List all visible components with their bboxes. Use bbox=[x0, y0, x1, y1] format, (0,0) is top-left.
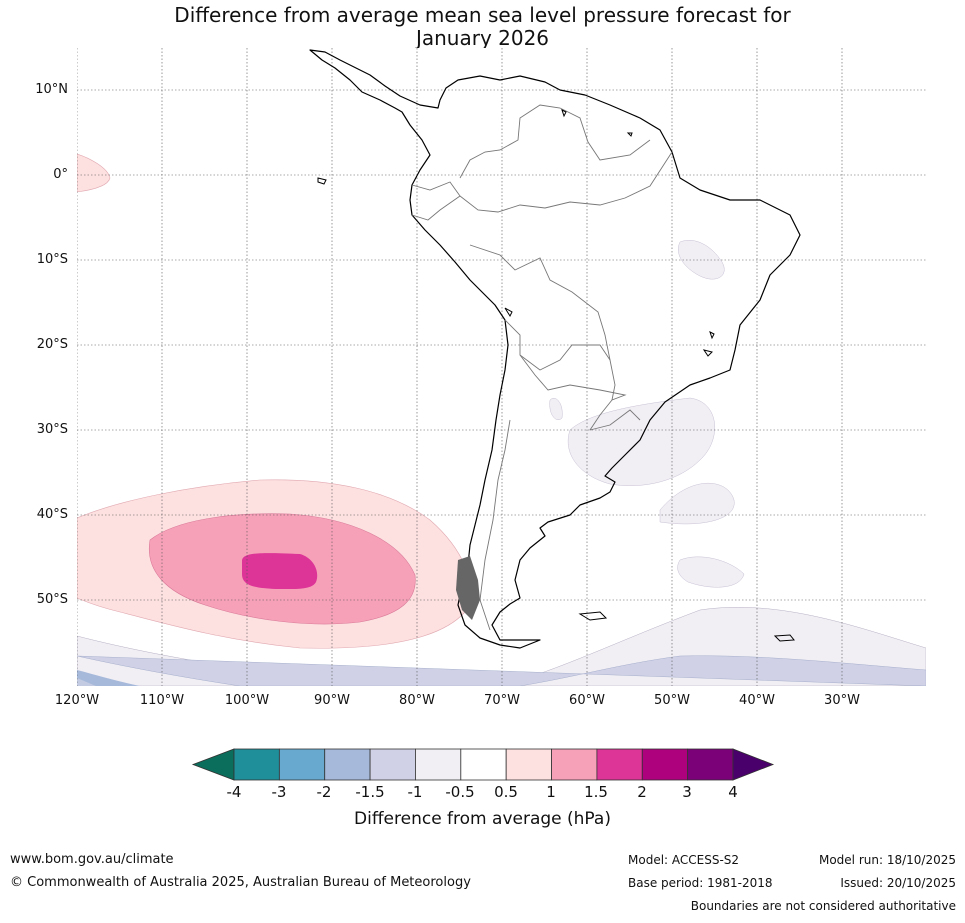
colorbar-tick: 4 bbox=[728, 783, 738, 801]
lon-label-70w: 70°W bbox=[484, 693, 520, 708]
lon-label-120w: 120°W bbox=[54, 693, 100, 708]
lon-label-60w: 60°W bbox=[569, 693, 605, 708]
colorbar-cell bbox=[596, 748, 643, 781]
title-line-2: January 2026 bbox=[415, 26, 550, 50]
positive-patch-nw bbox=[77, 153, 111, 193]
colorbar-tick: 2 bbox=[637, 783, 647, 801]
colorbar-cell bbox=[460, 748, 507, 781]
chart-title: Difference from average mean sea level p… bbox=[0, 4, 965, 50]
lat-label-0: 0° bbox=[53, 167, 68, 182]
colorbar-tick: 1 bbox=[546, 783, 556, 801]
map-area bbox=[77, 48, 926, 686]
colorbar-cells bbox=[233, 748, 734, 781]
colorbar-cell bbox=[505, 748, 552, 781]
lon-label-30w: 30°W bbox=[824, 693, 860, 708]
colorbar-cell bbox=[369, 748, 416, 781]
lon-label-80w: 80°W bbox=[399, 693, 435, 708]
website-link[interactable]: www.bom.gov.au/climate bbox=[10, 852, 174, 867]
lon-label-110w: 110°W bbox=[139, 693, 185, 708]
graticule bbox=[77, 48, 926, 686]
negative-patch-sw bbox=[77, 678, 96, 686]
model-run: Model run: 18/10/2025 bbox=[818, 853, 956, 867]
base-period: Base period: 1981-2018 bbox=[628, 876, 773, 890]
negative-patch-uruguay bbox=[567, 397, 715, 486]
colorbar-tick: -1 bbox=[407, 783, 423, 801]
colorbar-cell bbox=[233, 748, 280, 781]
islands bbox=[317, 109, 795, 642]
colorbar-tick: -2 bbox=[316, 783, 332, 801]
lat-label-40s: 40°S bbox=[36, 507, 68, 522]
colorbar-tick: 1.5 bbox=[584, 783, 608, 801]
negative-patch-atlantic-1 bbox=[659, 482, 735, 525]
chile-fjords bbox=[456, 556, 480, 620]
negative-patch-atlantic-2 bbox=[677, 556, 745, 588]
issued-date: Issued: 20/10/2025 bbox=[840, 876, 956, 890]
colorbar-tick: 3 bbox=[682, 783, 692, 801]
boundaries-disclaimer: Boundaries are not considered authoritat… bbox=[690, 899, 956, 913]
south-america-coastline bbox=[309, 49, 801, 649]
colorbar-tick: -1.5 bbox=[355, 783, 385, 801]
lat-label-10n: 10°N bbox=[35, 82, 68, 97]
negative-patch-small bbox=[549, 398, 563, 420]
colorbar-tick: -3 bbox=[271, 783, 287, 801]
negative-band-dark bbox=[77, 670, 140, 686]
colorbar-cell bbox=[551, 748, 598, 781]
lon-label-40w: 40°W bbox=[739, 693, 775, 708]
colorbar-cell bbox=[687, 748, 734, 781]
lon-label-90w: 90°W bbox=[314, 693, 350, 708]
model-name: Model: ACCESS-S2 bbox=[628, 853, 740, 867]
positive-contour-1-5 bbox=[242, 553, 318, 590]
colorbar-tick: -0.5 bbox=[445, 783, 475, 801]
colorbar-low-extend bbox=[191, 748, 235, 781]
colorbar-cell bbox=[278, 748, 326, 781]
colorbar-title: Difference from average (hPa) bbox=[354, 809, 611, 829]
copyright: © Commonwealth of Australia 2025, Austra… bbox=[10, 875, 471, 890]
colorbar-tick: 0.5 bbox=[494, 783, 518, 801]
lat-label-20s: 20°S bbox=[36, 337, 68, 352]
colorbar-cell bbox=[641, 748, 689, 781]
colorbar-high-extend bbox=[732, 748, 775, 781]
negative-band-mid bbox=[77, 655, 926, 686]
lon-label-100w: 100°W bbox=[224, 693, 270, 708]
colorbar-tick: -4 bbox=[226, 783, 242, 801]
colorbar-cell bbox=[324, 748, 371, 781]
lat-label-30s: 30°S bbox=[36, 422, 68, 437]
colorbar bbox=[191, 748, 775, 781]
title-line-1: Difference from average mean sea level p… bbox=[174, 3, 791, 27]
colorbar-cell bbox=[415, 748, 462, 781]
lon-label-50w: 50°W bbox=[654, 693, 690, 708]
lat-label-10s: 10°S bbox=[36, 252, 68, 267]
lat-label-50s: 50°S bbox=[36, 592, 68, 607]
